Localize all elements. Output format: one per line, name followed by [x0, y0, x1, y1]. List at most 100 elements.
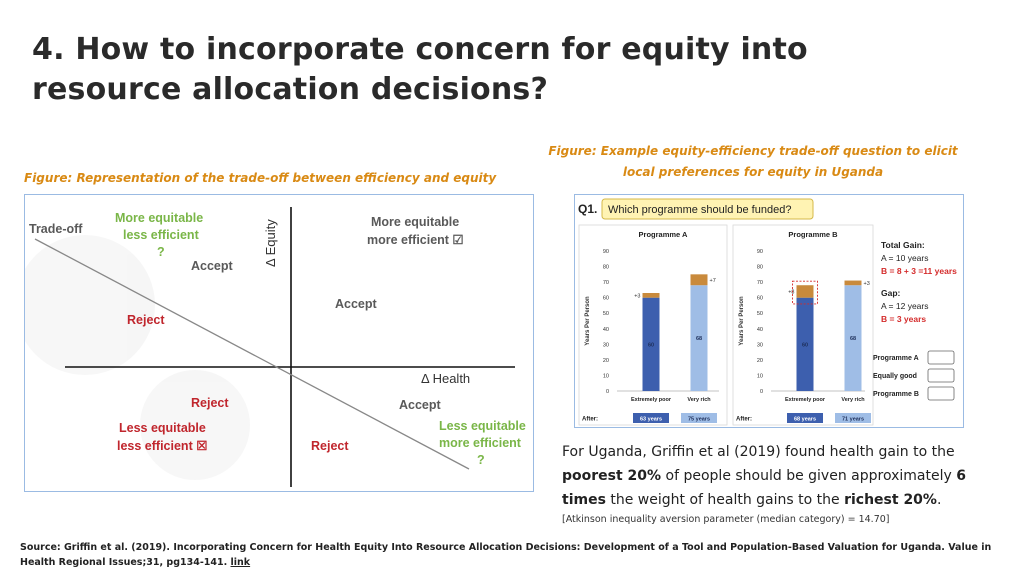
q-bottom-right-line1: Less equitable: [439, 419, 526, 433]
summary-part-4: .: [936, 492, 942, 508]
base-bar: [642, 297, 660, 391]
total-gain-a: A = 10 years: [881, 253, 929, 263]
option-equal-checkbox[interactable]: [927, 368, 955, 383]
after-value: 75 years: [688, 417, 710, 423]
question-text: Which programme should be funded?: [608, 204, 791, 216]
tradeoff-diagram: Trade-off Δ Equity Δ Health More equitab…: [25, 207, 526, 487]
option-b-checkbox[interactable]: [927, 386, 955, 401]
y-tick-label: 30: [757, 342, 763, 348]
accept-label-1: Accept: [191, 259, 234, 273]
health-axis-label: Δ Health: [421, 371, 470, 386]
q-top-left-line1: More equitable: [115, 211, 203, 225]
right-caption-line2: local preferences for equity in Uganda: [622, 165, 884, 179]
summary-bold-poorest: poorest 20%: [562, 468, 662, 484]
atkinson-note: [Atkinson inequality aversion parameter …: [562, 514, 890, 525]
reject-label-2: Reject: [191, 396, 229, 410]
y-tick-label: 90: [603, 249, 609, 255]
q-top-left-line2: less efficient: [123, 228, 200, 242]
y-tick-label: 30: [603, 342, 609, 348]
base-bar-label: 60: [802, 342, 808, 348]
q-top-left-line3: ?: [157, 245, 165, 259]
y-tick-label: 0: [760, 389, 763, 395]
source-link[interactable]: link: [230, 557, 251, 568]
option-label-b: Programme B: [873, 391, 919, 398]
programme-title: Programme B: [788, 230, 838, 239]
y-tick-label: 50: [757, 311, 763, 317]
source-text: Source: Griffin et al. (2019). Incorpora…: [20, 542, 992, 568]
crest-watermark: [25, 235, 250, 480]
q-bottom-right-line3: ?: [477, 453, 485, 467]
accept-label-2: Accept: [335, 297, 378, 311]
equity-axis-label: Δ Equity: [263, 219, 278, 267]
y-tick-label: 40: [603, 327, 609, 333]
source-citation: Source: Griffin et al. (2019). Incorpora…: [20, 540, 1010, 570]
right-figure-caption: Figure: Example equity-efficiency trade-…: [548, 141, 958, 183]
gain-bar: [642, 293, 660, 298]
summary-text: For Uganda, Griffin et al (2019) found h…: [562, 440, 1002, 512]
y-axis-label: Years Per Person: [739, 296, 745, 346]
base-bar-label: 68: [696, 336, 702, 342]
gain-bar: [844, 280, 862, 286]
y-tick-label: 60: [757, 296, 763, 302]
y-tick-label: 40: [757, 327, 763, 333]
slide-title: 4. How to incorporate concern for equity…: [32, 32, 808, 107]
category-label: Extremely poor: [785, 397, 826, 403]
accept-label-3: Accept: [399, 398, 442, 412]
total-gain-title: Total Gain:: [881, 240, 925, 250]
after-value: 71 years: [842, 417, 864, 423]
tradeoff-diagram-panel: Trade-off Δ Equity Δ Health More equitab…: [24, 194, 534, 492]
base-bar-label: 60: [648, 342, 654, 348]
summary-part-2: of people should be given approximately: [661, 468, 957, 484]
highlight-box: [792, 280, 818, 305]
base-bar-label: 68: [850, 336, 856, 342]
base-bar: [844, 285, 862, 391]
category-label: Extremely poor: [631, 397, 672, 403]
right-caption-line1: Figure: Example equity-efficiency trade-…: [548, 144, 958, 158]
after-label: After:: [582, 417, 598, 423]
reject-label-3: Reject: [311, 439, 349, 453]
after-value-box: [681, 413, 717, 423]
gap-a: A = 12 years: [881, 301, 929, 311]
total-gain-b: B = 8 + 3 =11 years: [881, 266, 957, 276]
option-label-a: Programme A: [873, 355, 919, 362]
summary-part-3: the weight of health gains to the: [605, 492, 845, 508]
y-tick-label: 10: [757, 373, 763, 379]
after-value-box: [787, 413, 823, 423]
survey-question-panel: Q1. Which programme should be funded? Pr…: [574, 194, 964, 428]
y-tick-label: 80: [603, 265, 609, 271]
y-tick-label: 70: [603, 280, 609, 286]
question-box: [601, 198, 814, 220]
gain-bar: [690, 274, 708, 286]
option-a-checkbox[interactable]: [927, 350, 955, 365]
question-number: Q1.: [578, 202, 597, 216]
summary-part-1: For Uganda, Griffin et al (2019) found h…: [562, 444, 955, 460]
y-tick-label: 10: [603, 373, 609, 379]
y-tick-label: 50: [603, 311, 609, 317]
reject-label-1: Reject: [127, 313, 165, 327]
survey-question-figure: Q1. Which programme should be funded? Pr…: [578, 198, 957, 426]
tradeoff-label: Trade-off: [29, 222, 83, 236]
after-value: 63 years: [640, 417, 662, 423]
programme-title: Programme A: [639, 230, 688, 239]
after-value-box: [633, 413, 669, 423]
y-axis-label: Years Per Person: [585, 296, 591, 346]
tradeoff-line: [34, 238, 470, 470]
y-tick-label: 90: [757, 249, 763, 255]
gap-b: B = 3 years: [881, 314, 926, 324]
q-bottom-left-line1: Less equitable: [119, 421, 206, 435]
base-bar: [690, 285, 708, 391]
y-tick-label: 20: [603, 358, 609, 364]
after-label: After:: [736, 417, 752, 423]
option-label-equal: Equally good: [873, 373, 917, 380]
after-value-box: [835, 413, 871, 423]
q-bottom-left-line2: less efficient ☒: [117, 439, 207, 453]
gain-label: +7: [710, 278, 716, 284]
y-tick-label: 80: [757, 265, 763, 271]
after-value: 68 years: [794, 417, 816, 423]
q-bottom-right-line2: more efficient: [439, 436, 522, 450]
y-tick-label: 20: [757, 358, 763, 364]
programme-charts: Programme A Years Per Person 0 10 20 30 40 50 60…: [578, 224, 874, 426]
q-top-right-line2: more efficient ☑: [367, 233, 464, 247]
gap-title: Gap:: [881, 288, 901, 298]
base-bar: [796, 297, 814, 391]
